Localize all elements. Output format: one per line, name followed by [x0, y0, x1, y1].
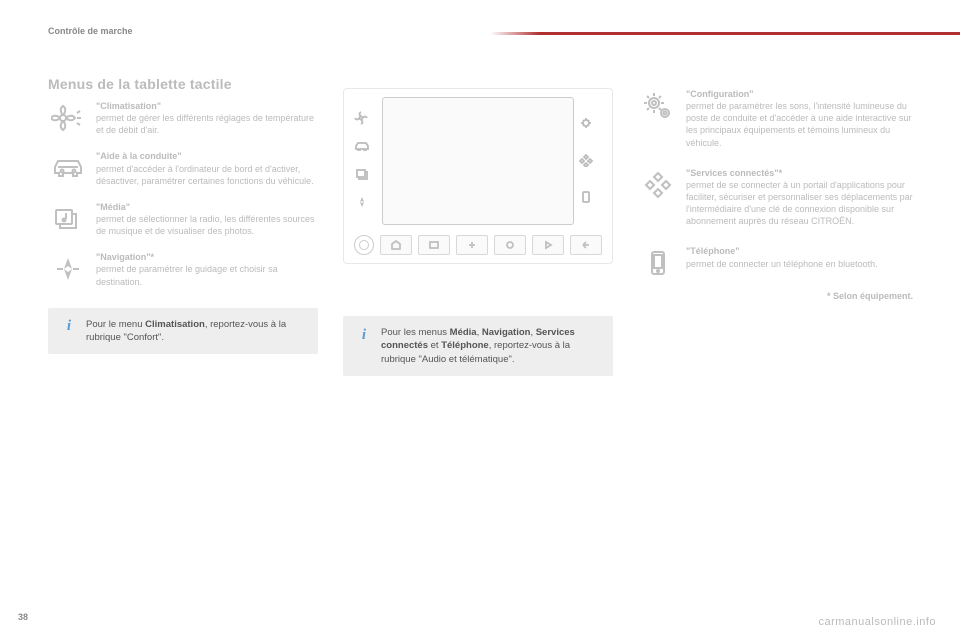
menu-item-navigation: "Navigation"*permet de paramétrer le gui…: [48, 251, 318, 287]
menu-item-driving: "Aide à la conduite"permet d'accéder à l…: [48, 150, 318, 186]
phone-small-icon: [578, 190, 598, 206]
hw-button[interactable]: [532, 235, 564, 255]
menu-text: "Climatisation"permet de gérer les diffé…: [96, 100, 318, 136]
fan-small-icon: [354, 111, 374, 127]
car-icon: [48, 150, 88, 186]
car-small-icon: [354, 139, 374, 155]
music-icon: [48, 201, 88, 237]
info-icon: i: [355, 326, 373, 344]
column-middle: i Pour les menus Média, Navigation, Serv…: [343, 88, 613, 376]
hw-button[interactable]: [380, 235, 412, 255]
menu-text: "Média"permet de sélectionner la radio, …: [96, 201, 318, 237]
volume-knob[interactable]: [354, 235, 374, 255]
info-icon: i: [60, 318, 78, 336]
fan-icon: [48, 100, 88, 136]
section-label: Contrôle de marche: [48, 26, 133, 36]
page-number: 38: [18, 612, 28, 622]
info-box-media: i Pour les menus Média, Navigation, Serv…: [343, 316, 613, 376]
device-right-icons: [578, 97, 602, 225]
touchscreen-device: [343, 88, 613, 264]
menu-text: "Navigation"*permet de paramétrer le gui…: [96, 251, 318, 287]
hw-button[interactable]: [418, 235, 450, 255]
footnote: * Selon équipement.: [827, 291, 913, 301]
info-box-climate: i Pour le menu Climatisation, reportez-v…: [48, 308, 318, 355]
gear-icon: [638, 88, 678, 124]
device-left-icons: [354, 97, 378, 225]
page-title: Menus de la tablette tactile: [48, 76, 318, 92]
menu-item-phone: "Téléphone"permet de connecter un téléph…: [638, 245, 913, 281]
hw-button[interactable]: [570, 235, 602, 255]
menu-text: "Aide à la conduite"permet d'accéder à l…: [96, 150, 318, 186]
device-screen: [382, 97, 574, 225]
compass-icon: [48, 251, 88, 287]
compass-small-icon: [354, 195, 374, 211]
music-small-icon: [354, 167, 374, 183]
hw-button[interactable]: [494, 235, 526, 255]
apps-small-icon: [578, 153, 598, 169]
phone-icon: [638, 245, 678, 281]
menu-text: "Téléphone"permet de connecter un téléph…: [686, 245, 878, 269]
column-left: Menus de la tablette tactile "Climatisat…: [48, 76, 318, 354]
apps-icon: [638, 167, 678, 203]
column-right: "Configuration"permet de paramétrer les …: [638, 88, 913, 295]
menu-text: "Services connectés"*permet de se connec…: [686, 167, 913, 228]
menu-text: "Configuration"permet de paramétrer les …: [686, 88, 913, 149]
menu-item-config: "Configuration"permet de paramétrer les …: [638, 88, 913, 149]
menu-item-media: "Média"permet de sélectionner la radio, …: [48, 201, 318, 237]
hw-button[interactable]: [456, 235, 488, 255]
info-text: Pour les menus Média, Navigation, Servic…: [381, 326, 601, 366]
content: Menus de la tablette tactile "Climatisat…: [48, 76, 920, 590]
menu-item-climate: "Climatisation"permet de gérer les diffé…: [48, 100, 318, 136]
watermark: carmanualsonline.info: [818, 616, 936, 628]
gear-small-icon: [578, 116, 598, 132]
header-rule: [540, 32, 960, 35]
menu-item-services: "Services connectés"*permet de se connec…: [638, 167, 913, 228]
page: Contrôle de marche 38 carmanualsonline.i…: [0, 0, 960, 640]
device-button-row: [354, 231, 602, 259]
info-text: Pour le menu Climatisation, reportez-vou…: [86, 318, 306, 345]
